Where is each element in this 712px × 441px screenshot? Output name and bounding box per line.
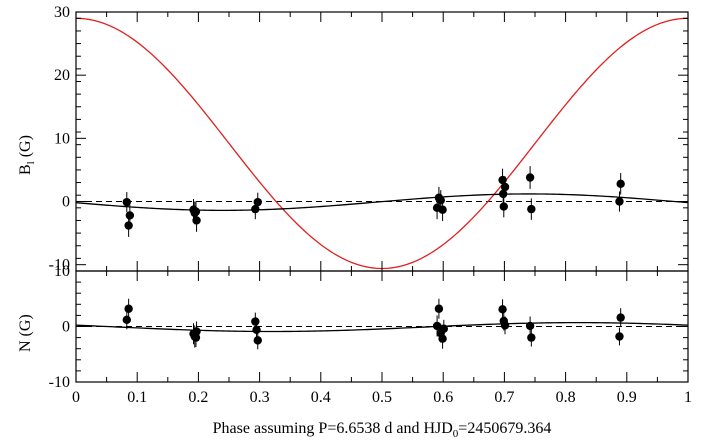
x-tick-label: 0.8 (556, 389, 576, 406)
bottom-data-point (432, 321, 442, 331)
top-model-curve-black (76, 193, 688, 212)
top-data-point (525, 173, 535, 182)
top-data-point (438, 205, 447, 214)
top-y-axis-title: Bl (G) (17, 135, 37, 175)
top-data-point (615, 197, 624, 206)
top-panel-longitudinal-field: -10 0 10 20 30 (49, 4, 689, 274)
top-data-point (616, 179, 625, 189)
top-data-point (191, 207, 201, 216)
bottom-data-point (122, 315, 131, 325)
top-data-point (253, 197, 262, 207)
bottom-data-point (500, 321, 510, 330)
top-ytick-label: 0 (62, 194, 70, 211)
top-plot-area (76, 17, 688, 270)
top-data-point (436, 196, 445, 205)
top-data-point (125, 211, 135, 220)
bottom-data-point (438, 334, 447, 343)
x-tick-label: 0.5 (372, 389, 392, 406)
bottom-y-axis-title: N (G) (17, 314, 34, 352)
top-ytick-label: 20 (54, 67, 70, 84)
x-tick-label: 0 (72, 389, 80, 406)
bottom-data-point (615, 332, 624, 341)
top-ytick-label: -10 (49, 257, 70, 274)
x-tick-label: 0.4 (311, 389, 331, 406)
bottom-data-point (434, 304, 444, 313)
bottom-data-point (616, 313, 625, 322)
bottom-data-point (251, 317, 260, 326)
x-tick-label: 0.9 (617, 389, 637, 406)
bottom-data-point (191, 333, 201, 342)
bottom-data-point (124, 304, 133, 313)
x-tick-label: 0.7 (494, 389, 514, 406)
top-data-point (498, 189, 508, 199)
bottom-ytick-label: 0 (62, 319, 70, 336)
x-tick-label: 0.2 (188, 389, 208, 406)
bottom-data-point (192, 327, 201, 336)
bottom-data-point (525, 321, 535, 331)
bottom-plot-area (76, 298, 688, 350)
top-data-point (192, 216, 201, 225)
top-ytick-label: 10 (54, 130, 70, 147)
top-data-point (122, 197, 131, 207)
bottom-data-point (527, 333, 536, 342)
x-tick-label: 0.1 (127, 389, 147, 406)
top-data-point (124, 221, 133, 230)
bottom-ytick-label: 10 (54, 263, 70, 280)
bottom-data-point (253, 336, 262, 345)
top-data-point (499, 202, 508, 211)
x-tick-label: 0.6 (433, 389, 453, 406)
x-tick-label: 0.3 (250, 389, 270, 406)
bottom-data-point (498, 305, 507, 314)
top-ytick-label: 30 (54, 4, 70, 21)
bottom-ytick-label: -10 (49, 374, 70, 391)
bottom-model-curve-black (76, 321, 688, 333)
x-axis-title: Phase assuming P=6.6538 d and HJD0=24506… (213, 420, 552, 440)
bottom-data-point (252, 325, 261, 335)
bottom-data-point (439, 324, 449, 333)
top-data-point (527, 204, 536, 214)
x-tick-label: 1 (684, 389, 692, 406)
top-panel-frame (75, 11, 689, 272)
top-model-curve-red (76, 17, 688, 270)
